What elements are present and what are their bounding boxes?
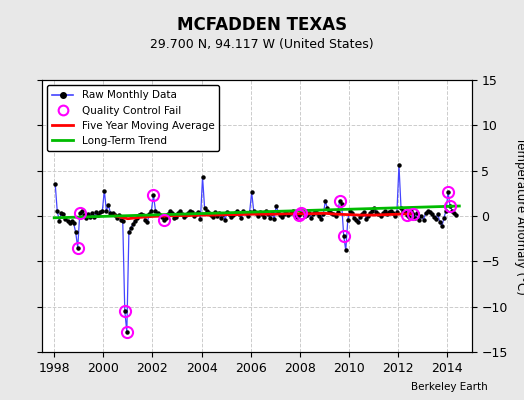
Legend: Raw Monthly Data, Quality Control Fail, Five Year Moving Average, Long-Term Tren: Raw Monthly Data, Quality Control Fail, … <box>47 85 220 151</box>
Text: MCFADDEN TEXAS: MCFADDEN TEXAS <box>177 16 347 34</box>
Y-axis label: Temperature Anomaly (°C): Temperature Anomaly (°C) <box>514 137 524 295</box>
Text: Berkeley Earth: Berkeley Earth <box>411 382 487 392</box>
Text: 29.700 N, 94.117 W (United States): 29.700 N, 94.117 W (United States) <box>150 38 374 51</box>
